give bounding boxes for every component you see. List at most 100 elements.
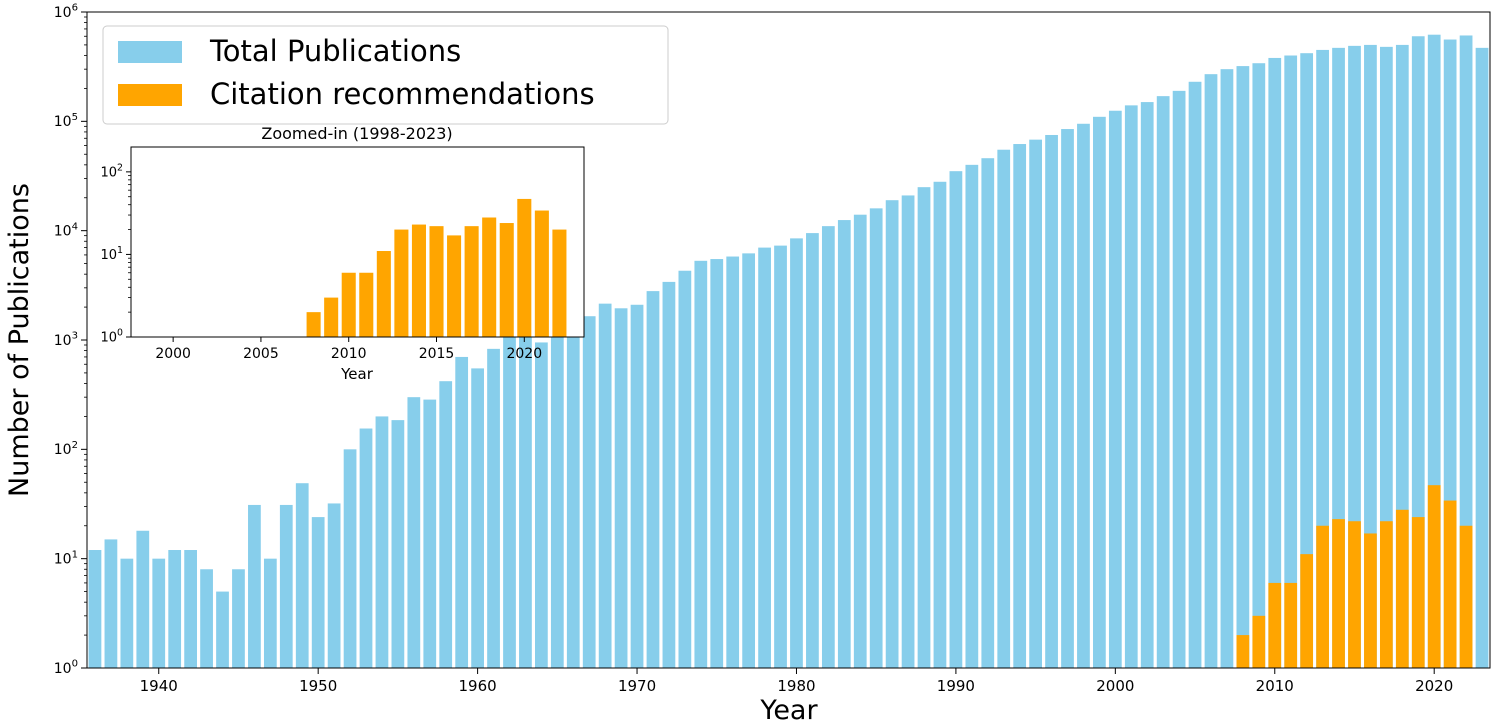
main-bar-total-publications-1939 <box>136 530 150 668</box>
main-bar-total-publications-2002 <box>1140 102 1154 668</box>
main-bar-total-publications-1936 <box>88 550 102 668</box>
main-x-tick-label: 1950 <box>299 677 337 695</box>
main-bar-total-publications-1945 <box>232 569 245 668</box>
inset-bar-citation-recommendations-2008 <box>306 312 321 337</box>
legend-swatch-citation-recommendations <box>118 84 182 106</box>
inset-y-tick-label: 102 <box>100 163 123 181</box>
main-bar-citation-recommendations-2014 <box>1332 519 1345 668</box>
inset-chart: Zoomed-in (1998-2023) 2000 2005 2010 2015 20… <box>100 124 585 383</box>
main-y-tick-label: 103 <box>54 331 78 349</box>
inset-x-axis-label: Year <box>340 365 374 383</box>
main-bar-total-publications-1955 <box>391 420 405 668</box>
main-bar-total-publications-2005 <box>1188 81 1202 668</box>
main-bar-total-publications-1961 <box>487 348 500 668</box>
main-x-tick-label: 2020 <box>1415 677 1453 695</box>
legend: Total Publications Citation recommendati… <box>102 25 669 125</box>
main-bar-total-publications-2016 <box>1364 44 1377 669</box>
main-bar-total-publications-1999 <box>1093 116 1106 668</box>
main-x-tick-label: 1940 <box>140 677 178 695</box>
main-bar-citation-recommendations-2010 <box>1268 582 1282 668</box>
main-bar-total-publications-2014 <box>1332 47 1345 669</box>
main-bar-total-publications-1965 <box>550 327 564 668</box>
main-bar-total-publications-2012 <box>1300 53 1314 668</box>
main-bar-total-publications-1995 <box>1029 139 1042 668</box>
main-bar-total-publications-2007 <box>1220 69 1234 669</box>
main-bar-total-publications-1989 <box>933 181 947 668</box>
main-bar-citation-recommendations-2021 <box>1443 500 1457 668</box>
main-bar-total-publications-1977 <box>742 253 756 668</box>
inset-x-tick-label: 2000 <box>155 346 191 362</box>
main-bar-total-publications-1994 <box>1013 144 1027 668</box>
main-bar-total-publications-1951 <box>327 503 341 668</box>
inset-bar-citation-recommendations-2010 <box>341 272 356 337</box>
inset-bar-citation-recommendations-2014 <box>411 224 426 337</box>
inset-bar-citation-recommendations-2013 <box>394 229 409 337</box>
main-bar-total-publications-1986 <box>885 200 899 668</box>
legend-label-total-publications: Total Publications <box>209 34 461 68</box>
main-bar-total-publications-1987 <box>901 195 915 668</box>
main-bar-total-publications-1954 <box>375 416 389 668</box>
main-bar-total-publications-1944 <box>216 591 229 668</box>
main-bar-total-publications-1990 <box>949 171 963 668</box>
main-bar-total-publications-2023 <box>1475 47 1489 669</box>
main-bar-total-publications-1978 <box>758 247 771 668</box>
main-bar-total-publications-1985 <box>869 208 883 668</box>
main-bar-total-publications-1973 <box>678 270 692 668</box>
main-bar-total-publications-1970 <box>630 304 644 668</box>
main-bar-total-publications-1962 <box>503 329 516 668</box>
main-bar-total-publications-2001 <box>1124 105 1138 669</box>
main-bar-total-publications-1993 <box>997 149 1011 669</box>
legend-label-citation-recommendations: Citation recommendations <box>210 77 595 111</box>
main-bar-total-publications-2013 <box>1316 49 1329 669</box>
main-bar-total-publications-1963 <box>519 333 532 668</box>
main-bar-citation-recommendations-2018 <box>1395 509 1409 668</box>
main-bar-total-publications-1982 <box>821 226 835 668</box>
inset-x-tick-label: 2005 <box>243 346 279 362</box>
inset-x-tick-label: 2010 <box>331 346 367 362</box>
main-bar-citation-recommendations-2013 <box>1316 525 1329 668</box>
main-y-tick-label: 106 <box>54 3 78 21</box>
main-bar-citation-recommendations-2016 <box>1364 533 1377 668</box>
main-bar-total-publications-1960 <box>471 368 484 668</box>
main-bar-total-publications-1943 <box>200 569 213 668</box>
main-bar-citation-recommendations-2015 <box>1348 521 1361 668</box>
main-bar-total-publications-2022 <box>1459 35 1473 669</box>
main-y-tick-label: 100 <box>54 659 78 677</box>
inset-y-tick-label: 101 <box>100 245 123 263</box>
inset-bar-citation-recommendations-2019 <box>499 223 514 337</box>
main-bar-total-publications-1968 <box>598 303 612 668</box>
main-bar-citation-recommendations-2008 <box>1236 635 1250 668</box>
main-bar-total-publications-1981 <box>806 233 819 668</box>
main-bar-total-publications-1938 <box>120 558 134 668</box>
main-bar-total-publications-2017 <box>1379 46 1393 669</box>
main-bar-total-publications-2011 <box>1284 55 1298 668</box>
inset-plot-bars <box>306 198 567 337</box>
main-y-tick-label: 102 <box>54 440 78 458</box>
main-bar-total-publications-1950 <box>311 517 325 668</box>
inset-bar-citation-recommendations-2021 <box>534 210 549 337</box>
main-bar-total-publications-1980 <box>790 238 803 668</box>
legend-swatch-total-publications <box>118 41 182 63</box>
main-bar-total-publications-2010 <box>1268 57 1282 668</box>
main-bar-total-publications-2003 <box>1156 96 1170 668</box>
main-bar-total-publications-1946 <box>248 504 261 668</box>
main-bar-citation-recommendations-2019 <box>1411 517 1425 668</box>
main-bar-total-publications-1948 <box>279 504 293 668</box>
main-bar-total-publications-1959 <box>455 356 469 668</box>
main-y-tick-label: 104 <box>54 221 78 239</box>
main-bar-citation-recommendations-2012 <box>1300 554 1314 668</box>
main-bar-citation-recommendations-2011 <box>1284 582 1298 668</box>
main-bar-total-publications-1964 <box>535 342 548 668</box>
main-bar-total-publications-1979 <box>774 245 787 669</box>
inset-bar-citation-recommendations-2018 <box>482 217 497 337</box>
main-bar-total-publications-1942 <box>184 550 197 668</box>
main-bar-citation-recommendations-2009 <box>1252 615 1266 668</box>
main-bar-total-publications-1958 <box>439 381 453 668</box>
inset-bar-citation-recommendations-2016 <box>447 235 462 337</box>
main-bar-total-publications-1997 <box>1061 129 1074 669</box>
main-bar-total-publications-2006 <box>1204 74 1218 669</box>
inset-title: Zoomed-in (1998-2023) <box>261 124 452 143</box>
main-bar-total-publications-1992 <box>981 158 995 668</box>
main-bar-total-publications-1947 <box>263 558 277 668</box>
main-bar-total-publications-1966 <box>566 312 580 668</box>
